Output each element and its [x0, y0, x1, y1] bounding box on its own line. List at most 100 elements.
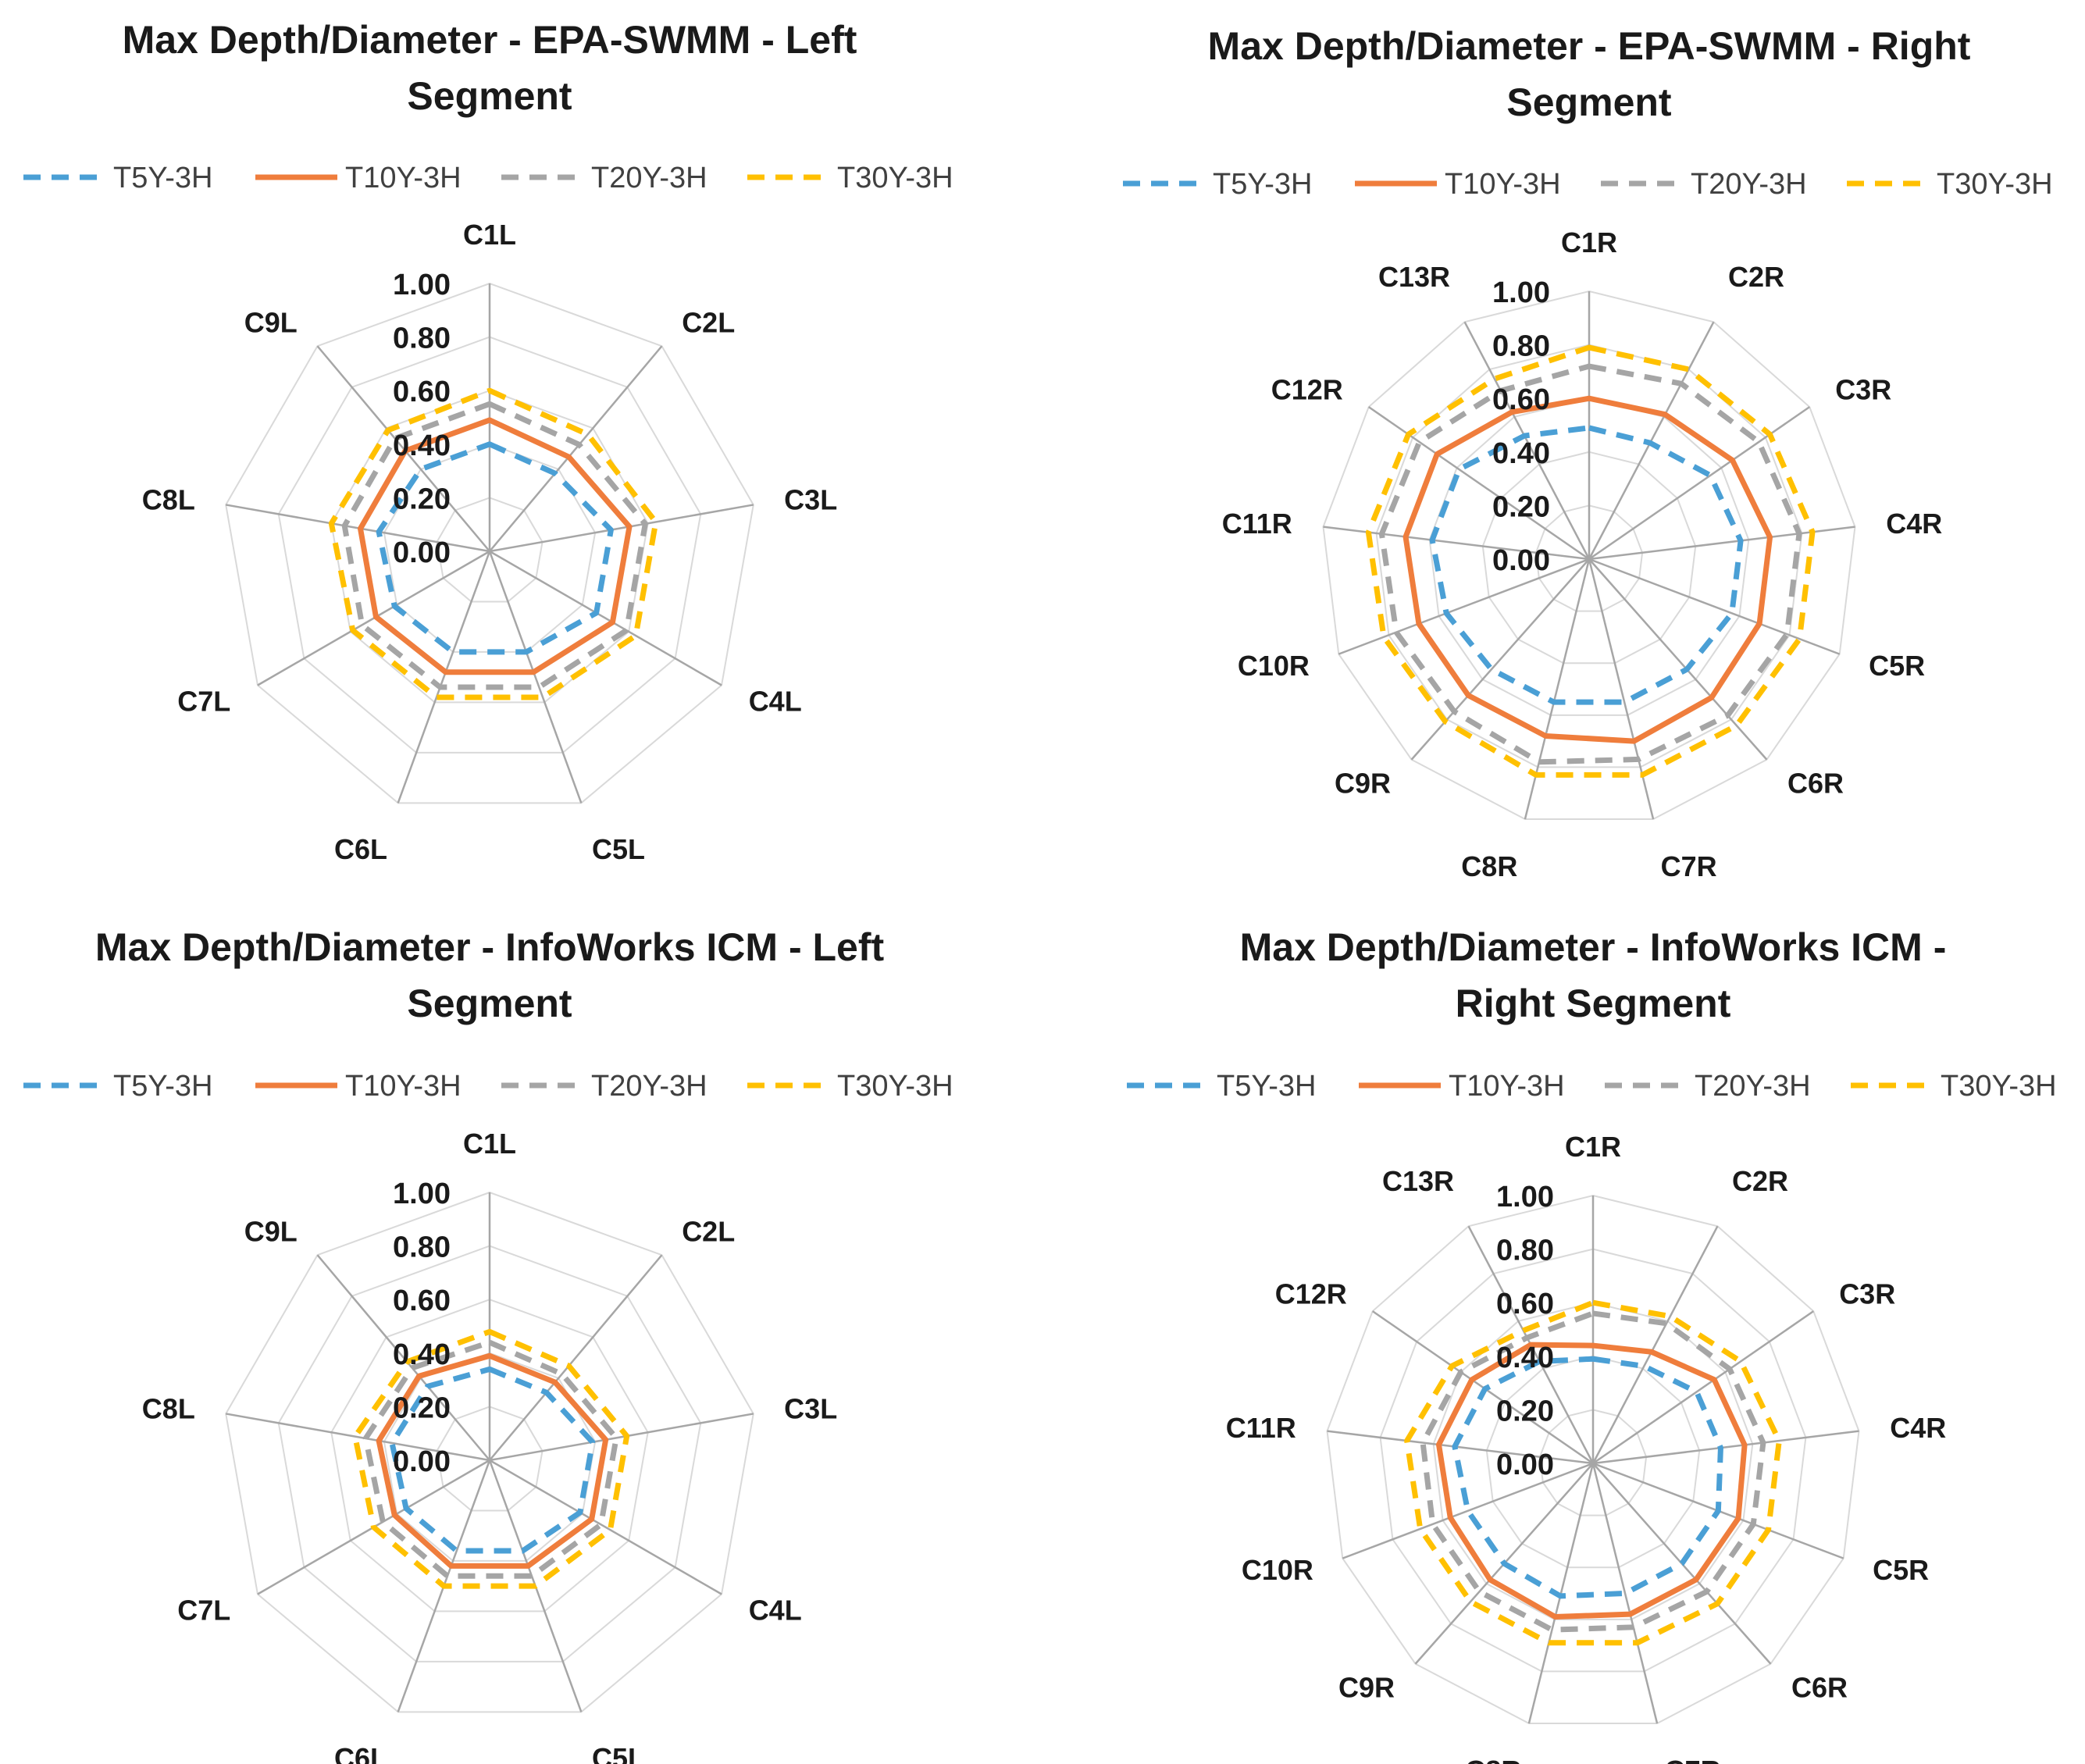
- chart-title: Max Depth/Diameter - EPA-SWMM - Left Segm…: [123, 18, 857, 118]
- grid-ring: [225, 282, 754, 804]
- legend-item: T30Y-3H: [1847, 168, 2053, 201]
- series-line: [1378, 363, 1802, 765]
- spoke: [489, 1254, 663, 1461]
- legend-label: T10Y-3H: [345, 1070, 462, 1103]
- grid-ring: [436, 497, 544, 603]
- legend-item: T5Y-3H: [1123, 168, 1312, 201]
- series-line: [1452, 1356, 1723, 1599]
- category-label: C4L: [749, 686, 802, 718]
- category-label: C4R: [1886, 508, 1942, 540]
- spoke: [1592, 1430, 1859, 1465]
- series-line: [328, 387, 659, 700]
- spoke: [1588, 406, 1810, 561]
- category-label: C2R: [1732, 1165, 1788, 1197]
- chart-infoworks-left: Max Depth/Diameter - InfoWorks ICM - Lef…: [23, 925, 953, 1764]
- chart-title-line: Max Depth/Diameter - InfoWorks ICM - Lef…: [95, 925, 885, 969]
- legend-label: T20Y-3H: [591, 162, 707, 194]
- legend-label: T5Y-3H: [113, 162, 212, 194]
- tick-label: 0.00: [1496, 1449, 1554, 1481]
- category-label: C8R: [1461, 850, 1517, 882]
- category-label: C10R: [1238, 650, 1310, 682]
- grid-ring: [436, 1406, 544, 1512]
- legend-item: T5Y-3H: [23, 1070, 212, 1103]
- grid-ring: [1481, 451, 1697, 665]
- category-label: C5L: [592, 1742, 645, 1764]
- chart-title-line: Segment: [407, 982, 572, 1025]
- chart-title-line: Right Segment: [1456, 982, 1731, 1025]
- legend-label: T20Y-3H: [591, 1070, 707, 1103]
- tick-label: 0.40: [393, 1338, 451, 1371]
- series-line: [1404, 1299, 1782, 1646]
- chart-title: Max Depth/Diameter - InfoWorks ICM - Righ…: [1240, 925, 1947, 1025]
- legend-item: T10Y-3H: [255, 1070, 462, 1103]
- legend-item: T5Y-3H: [1127, 1070, 1316, 1103]
- category-label: C5R: [1873, 1554, 1929, 1586]
- category-label: C4L: [749, 1595, 802, 1627]
- grid-ring: [330, 1299, 649, 1613]
- legend-item: T20Y-3H: [501, 162, 707, 194]
- legend-label: T20Y-3H: [1695, 1070, 1811, 1103]
- legend-item: T5Y-3H: [23, 162, 212, 194]
- legend-label: T30Y-3H: [837, 162, 953, 194]
- chart-title-line: Max Depth/Diameter - EPA-SWMM - Left: [123, 18, 857, 62]
- grid-ring: [1538, 1409, 1648, 1516]
- category-label: C6L: [334, 833, 387, 865]
- chart-title-line: Segment: [407, 74, 572, 118]
- spoke: [489, 1459, 722, 1595]
- grid-ring: [1534, 504, 1644, 612]
- tick-label: 0.20: [1496, 1395, 1554, 1427]
- chart-infoworks-right: Max Depth/Diameter - InfoWorks ICM - Righ…: [1127, 925, 2057, 1764]
- series-line: [362, 1339, 619, 1579]
- tick-label: 0.00: [1492, 544, 1550, 577]
- chart-title-line: Max Depth/Diameter - EPA-SWMM - Right: [1208, 24, 1971, 68]
- grid-ring: [277, 336, 702, 754]
- tick-label: 1.00: [1492, 276, 1550, 309]
- spoke: [489, 1413, 754, 1462]
- spoke: [489, 550, 722, 686]
- spoke: [1588, 558, 1768, 761]
- tick-label: 0.20: [393, 483, 451, 515]
- tick-label: 1.00: [393, 1178, 451, 1210]
- chart-title-line: Segment: [1506, 80, 1672, 124]
- category-label: C2L: [682, 1216, 735, 1248]
- series-line: [341, 401, 648, 690]
- spoke: [1591, 1225, 1719, 1464]
- tick-label: 0.00: [393, 1445, 451, 1478]
- spoke: [397, 551, 491, 804]
- legend-label: T10Y-3H: [1449, 1070, 1565, 1103]
- tick-label: 0.80: [393, 323, 451, 355]
- legend-item: T30Y-3H: [747, 1070, 953, 1103]
- series-line: [357, 417, 633, 675]
- grid-ring: [1485, 1355, 1701, 1569]
- spoke: [1588, 558, 1841, 655]
- category-label: C8L: [142, 483, 195, 515]
- chart-epa-swmm-right: Max Depth/Diameter - EPA-SWMM - Right Seg…: [1123, 24, 2053, 882]
- legend-label: T20Y-3H: [1691, 168, 1807, 201]
- category-label: C3R: [1835, 373, 1891, 405]
- category-label: C8R: [1465, 1755, 1521, 1764]
- category-label: C7R: [1661, 850, 1717, 882]
- series-line: [389, 1366, 596, 1554]
- spoke: [489, 345, 663, 552]
- tick-label: 1.00: [393, 269, 451, 301]
- tick-label: 0.60: [1492, 383, 1550, 416]
- spoke: [1591, 1463, 1659, 1724]
- legend-item: T30Y-3H: [747, 162, 953, 194]
- grid-ring: [1322, 290, 1856, 821]
- category-label: C1L: [463, 1128, 516, 1160]
- tick-label: 0.60: [393, 376, 451, 408]
- category-label: C9L: [244, 307, 298, 339]
- grid-ring: [225, 1191, 754, 1713]
- chart-title: Max Depth/Diameter - EPA-SWMM - Right Seg…: [1208, 24, 1971, 124]
- category-label: C1R: [1565, 1131, 1621, 1163]
- legend-label: T5Y-3H: [113, 1070, 212, 1103]
- category-label: C7L: [177, 1595, 230, 1627]
- legend-label: T5Y-3H: [1213, 168, 1312, 201]
- spoke: [488, 551, 583, 804]
- series-line: [376, 1352, 609, 1569]
- tick-label: 0.40: [1496, 1342, 1554, 1374]
- tick-label: 0.40: [1492, 437, 1550, 470]
- category-label: C9R: [1335, 768, 1391, 800]
- legend-label: T10Y-3H: [345, 162, 462, 194]
- category-label: C7L: [177, 686, 230, 718]
